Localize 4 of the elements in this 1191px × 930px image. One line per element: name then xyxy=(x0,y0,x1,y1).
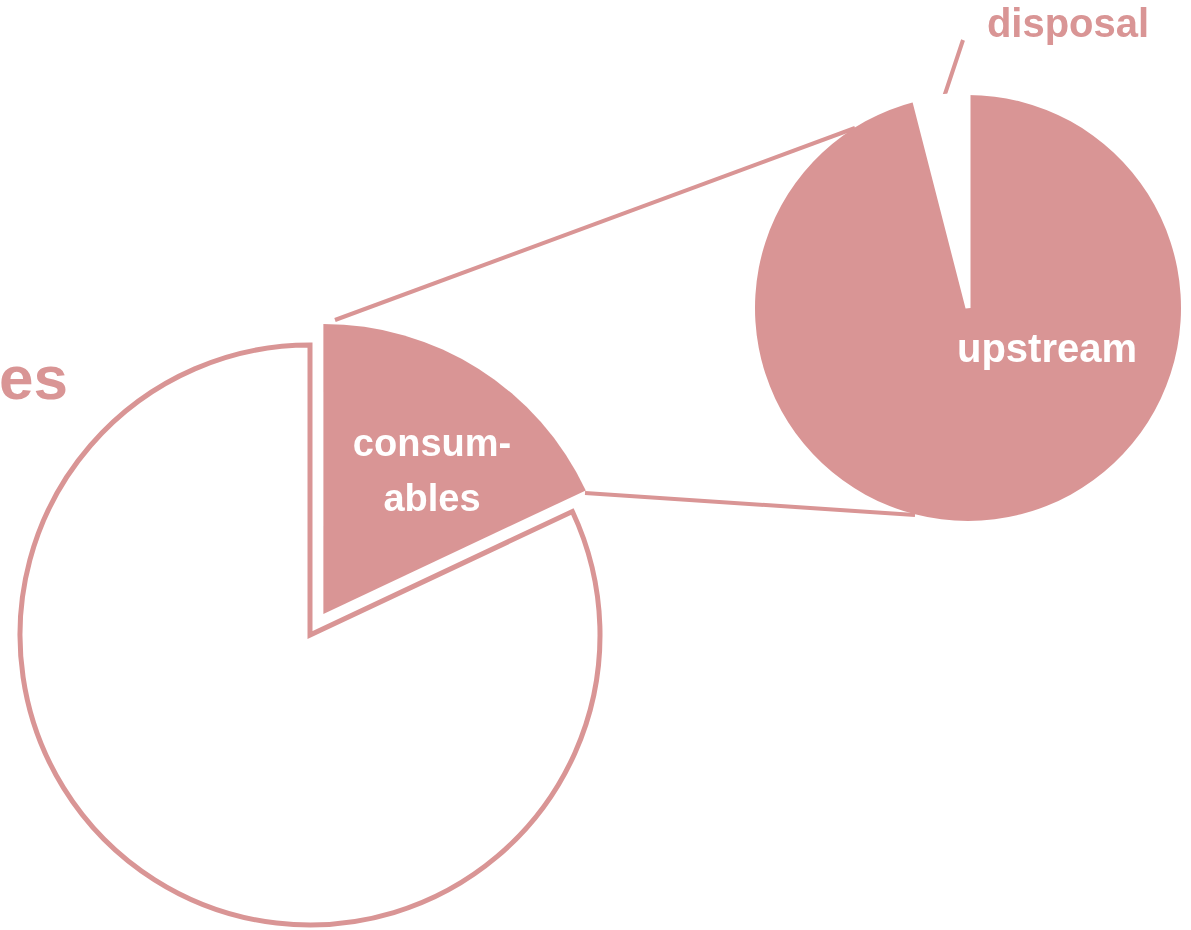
slice-label: upstream xyxy=(956,326,1138,370)
slice-label: es xyxy=(0,343,68,412)
slice-label: disposal xyxy=(986,1,1150,45)
slice-label: consum- ables xyxy=(352,422,512,520)
